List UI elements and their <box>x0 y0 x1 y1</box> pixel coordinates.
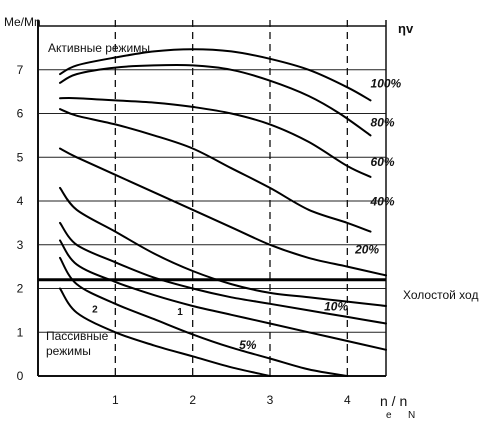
x-tick-label-0: 1 <box>112 393 119 407</box>
series-line-2 <box>59 97 372 178</box>
series-line-5 <box>59 186 387 307</box>
series-line-4 <box>59 147 387 277</box>
grid-vertical-dashed <box>114 20 348 376</box>
curve-number-labels: 12 <box>92 305 183 318</box>
series-line-7 <box>59 239 387 351</box>
active-region-label: Активные режимы <box>48 41 150 55</box>
x-tick-label-2: 3 <box>267 393 274 407</box>
y-tick-label-3: 3 <box>17 238 24 252</box>
series-label-8: 5% <box>239 338 257 352</box>
series-line-6 <box>59 221 387 325</box>
series-line-1 <box>59 63 372 137</box>
y-tick-label-7: 7 <box>17 63 24 77</box>
passive-region-label-line-1: режимы <box>46 344 91 358</box>
passive-region-label-line-0: Пассивные <box>46 329 109 343</box>
y-tick-label-4: 4 <box>17 194 24 208</box>
y-tick-label-6: 6 <box>17 107 24 121</box>
x-tick-label-3: 4 <box>344 393 351 407</box>
series-line-3 <box>59 108 372 233</box>
passive-region-label: Пассивные режимы <box>46 329 109 358</box>
series-line-9 <box>59 287 271 377</box>
series-line-8 <box>59 256 349 377</box>
series-label-6: 10% <box>324 299 348 313</box>
x-axis-label: n / n e N <box>380 393 415 421</box>
y-tick-labels: 0 1 2 3 4 5 6 7 <box>17 63 24 383</box>
curve-number-label-0: 1 <box>177 307 183 318</box>
series-label-3: 60% <box>371 155 395 169</box>
series-label-0: 100% <box>371 76 402 90</box>
y-tick-label-5: 5 <box>17 150 24 164</box>
series-label-2: 80% <box>371 116 395 130</box>
svg-text:e: e <box>386 410 392 421</box>
x-tick-label-1: 2 <box>189 393 196 407</box>
series-label-4: 40% <box>370 194 395 208</box>
y-axis-right-label: ηv <box>398 21 414 36</box>
y-tick-label-1: 1 <box>17 325 24 339</box>
y-tick-label-2: 2 <box>17 282 24 296</box>
series-labels: 100% 80% 60% 40% 20% 10% 5% <box>239 76 401 352</box>
series-line-0 <box>59 48 372 102</box>
curve-number-label-1: 2 <box>92 305 98 316</box>
idle-line-label: Холостой ход <box>403 288 478 302</box>
series-label-5: 20% <box>354 243 379 257</box>
x-tick-labels: 1 2 3 4 <box>112 393 351 407</box>
y-tick-label-0: 0 <box>17 369 24 383</box>
svg-text:n / n: n / n <box>380 393 407 409</box>
svg-text:N: N <box>408 410 415 421</box>
series-curves <box>59 48 387 377</box>
y-axis-label: Me/Mn <box>4 15 41 29</box>
